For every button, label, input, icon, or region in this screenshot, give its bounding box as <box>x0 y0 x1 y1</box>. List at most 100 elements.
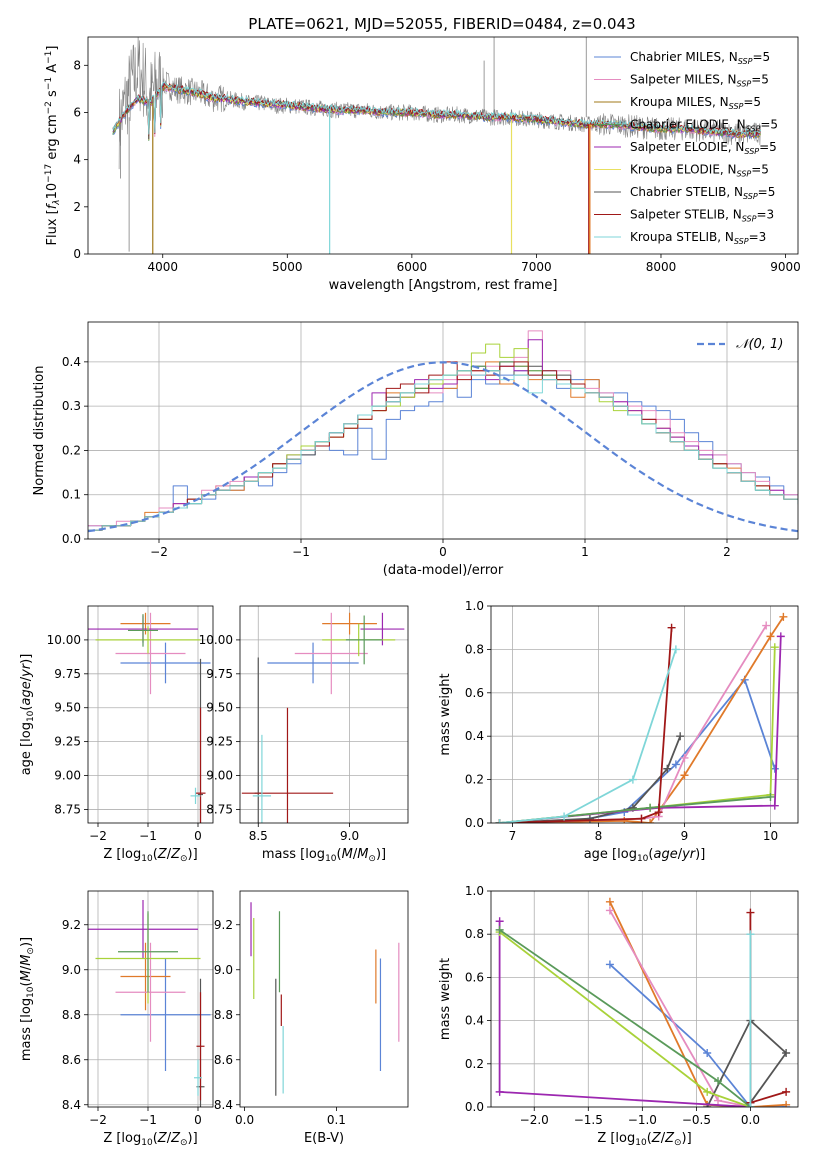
x-tick-label: 2 <box>723 545 731 559</box>
errorbar-point <box>128 614 158 647</box>
x-tick-label: −1.5 <box>574 1113 603 1127</box>
y-tick-label: 10.00 <box>199 633 233 647</box>
weight-marker <box>714 1096 723 1105</box>
legend-label: Salpeter MILES, NSSP=5 <box>630 73 769 89</box>
panel-mass-vs-ebv: 0.0 0.1 8.4 8.6 8.8 9.0 9.2 E(B-V) <box>214 890 409 1146</box>
legend: 𝒩(0, 1) <box>697 337 783 352</box>
axes-frame <box>87 321 799 540</box>
figure-title: PLATE=0621, MJD=52055, FIBERID=0484, z=0… <box>248 15 635 33</box>
y-axis-label: Flux [fλ10−17 erg cm−2 s−1 A−1] <box>44 46 62 246</box>
y-tick-label: 8.8 <box>62 1008 81 1022</box>
y-tick-label: 0.8 <box>465 642 484 656</box>
weight-marker <box>779 612 788 621</box>
y-tick-label: 0.2 <box>465 1057 484 1071</box>
axes-frame <box>490 890 799 1108</box>
plot-content <box>88 900 211 1107</box>
y-tick-label: 0.4 <box>465 1014 484 1028</box>
weight-marker <box>762 621 771 630</box>
y-tick-label: 0.4 <box>62 355 81 369</box>
legend-label: Chabrier MILES, NSSP=5 <box>630 50 770 66</box>
errorbar-point <box>88 900 198 959</box>
x-axis-label: mass [log10(M/M⊙)] <box>262 847 386 864</box>
weight-marker <box>703 1049 712 1057</box>
x-tick-label: −2 <box>89 1113 107 1127</box>
errorbar-point <box>120 642 211 684</box>
weight-line <box>499 649 677 823</box>
y-tick-label: 9.00 <box>206 769 233 783</box>
errorbar-point <box>120 942 171 1011</box>
plot-area <box>88 37 798 254</box>
panel-weights-vs-age: 7 8 9 10 0.0 0.2 0.4 0.6 0.8 1.0 age [log10(age/yr… <box>438 599 799 864</box>
x-axis-label: wavelength [Angstrom, rest frame] <box>329 278 558 293</box>
panel-spectrum: 4000 5000 6000 7000 8000 9000 0 2 4 6 8 wavelength … <box>44 36 801 293</box>
weight-marker <box>671 760 680 769</box>
x-tick-label: −2 <box>89 829 107 843</box>
y-axis-label: Normed distribution <box>32 366 47 496</box>
plot-content <box>112 37 762 254</box>
weight-marker <box>746 930 755 939</box>
x-tick-label: −1.0 <box>628 1113 657 1127</box>
weight-marker <box>654 808 663 817</box>
y-tick-label: 2 <box>73 200 81 214</box>
axes-frame <box>87 36 799 255</box>
errorbar-point <box>252 734 272 823</box>
y-tick-label: 8.75 <box>54 802 81 816</box>
y-tick-label: 0.0 <box>465 816 484 830</box>
y-tick-label: 0.6 <box>465 970 484 984</box>
axes-frame <box>490 605 799 824</box>
weight-marker <box>620 816 629 823</box>
y-tick-label: 8.6 <box>214 1053 233 1067</box>
axes-frame <box>87 605 214 824</box>
legend: Chabrier MILES, NSSP=5 Salpeter MILES, NS… <box>594 50 778 246</box>
x-axis-label: E(B-V) <box>304 1131 344 1146</box>
weight-marker <box>782 1100 791 1107</box>
y-tick-label: 8.75 <box>206 802 233 816</box>
weight-marker <box>671 645 680 654</box>
weight-marker <box>637 814 646 823</box>
plot-content <box>495 897 791 1107</box>
x-axis-label: Z [log10(Z/Z⊙)] <box>597 1131 691 1148</box>
weight-marker <box>605 897 614 906</box>
x-axis-label: Z [log10(Z/Z⊙)] <box>103 1131 197 1148</box>
weight-line <box>499 627 673 823</box>
weight-marker <box>585 814 594 823</box>
y-axis-label: age [log10(age/yr)] <box>19 654 36 776</box>
weight-marker <box>605 906 614 915</box>
panel-weights-vs-z: −2.0 −1.5 −1.0 −0.5 0.0 0.0 0.2 0.4 0.6 0.8 1.0 Z [… <box>438 884 799 1148</box>
errorbar-point <box>118 911 178 993</box>
x-tick-label: 0 <box>194 829 202 843</box>
plot-content <box>88 612 211 823</box>
weight-marker <box>770 643 779 652</box>
x-axis-label: Z [log10(Z/Z⊙)] <box>103 847 197 864</box>
x-tick-label: −2.0 <box>520 1113 549 1127</box>
y-tick-label: 1.0 <box>465 599 484 613</box>
observed-spectrum <box>118 37 761 170</box>
x-tick-label: 9000 <box>770 260 801 274</box>
x-tick-label: 1 <box>581 545 589 559</box>
plot-area <box>240 606 408 823</box>
y-tick-label: 0.4 <box>465 729 484 743</box>
x-tick-label: −1 <box>139 829 157 843</box>
x-tick-label: 5000 <box>272 260 303 274</box>
errorbar-point <box>115 612 186 695</box>
panel-age-vs-mass: 8.5 9.0 8.75 9.00 9.25 9.50 9.75 10.00 mass [log… <box>199 605 409 864</box>
legend-label: Chabrier STELIB, NSSP=5 <box>630 185 775 201</box>
y-tick-label: 0.2 <box>62 443 81 457</box>
axes-frame <box>239 605 409 824</box>
x-tick-label: −1 <box>292 545 310 559</box>
y-axis-label: mass [log10(M/M⊙)] <box>19 937 36 1061</box>
y-tick-label: 10.00 <box>47 633 81 647</box>
weight-marker <box>495 1087 504 1096</box>
y-tick-label: 1.0 <box>465 884 484 898</box>
weight-marker <box>646 819 655 823</box>
x-tick-label: 0 <box>194 1113 202 1127</box>
y-tick-label: 0.6 <box>465 686 484 700</box>
panel-residuals: −2 −1 0 1 2 0.0 0.1 0.2 0.3 0.4 (data-model)/error… <box>32 321 799 578</box>
weight-marker <box>495 917 504 926</box>
legend-label: Kroupa ELODIE, NSSP=5 <box>630 163 769 179</box>
x-tick-label: 7 <box>509 829 517 843</box>
y-tick-label: 8.8 <box>214 1008 233 1022</box>
errorbar-point <box>190 787 201 805</box>
weight-marker <box>766 792 775 801</box>
weight-marker <box>746 908 755 917</box>
